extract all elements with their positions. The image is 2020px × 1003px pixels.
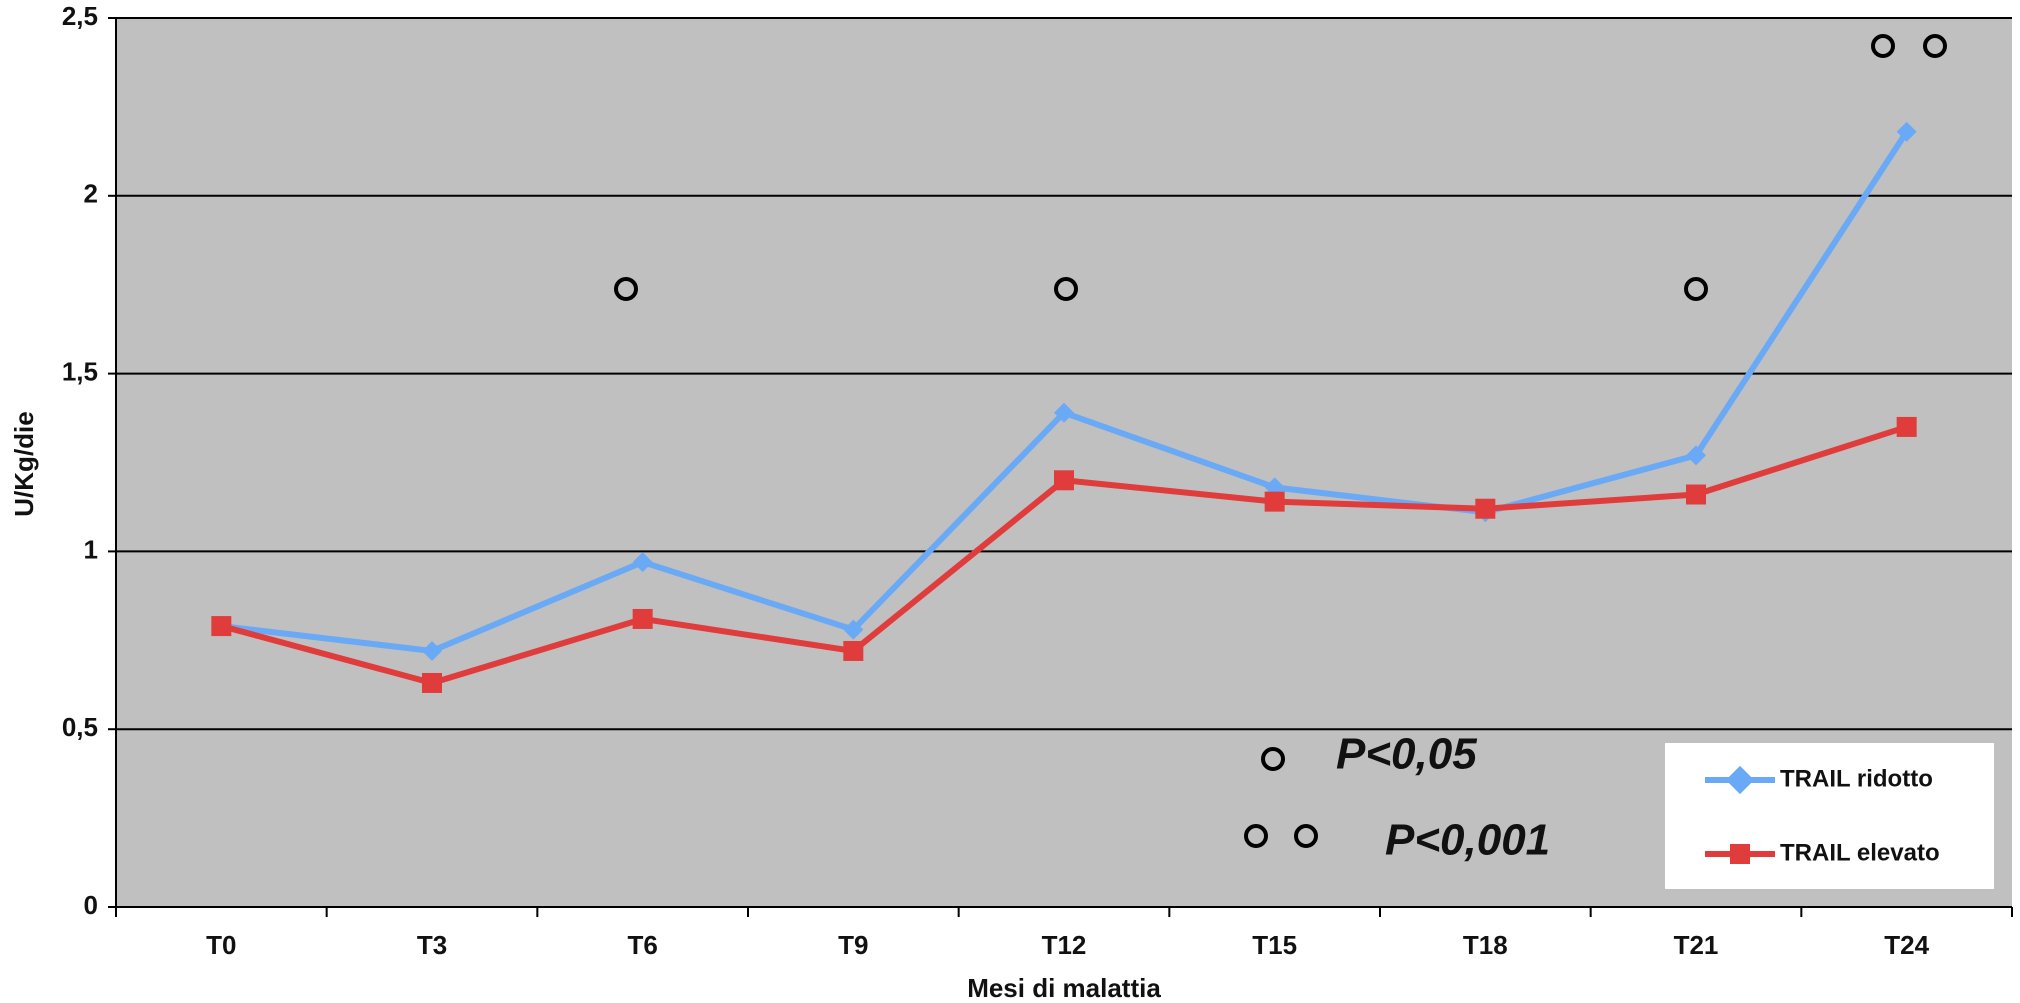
point — [1054, 470, 1074, 490]
x-tick-label: T24 — [1884, 930, 1929, 960]
x-axis-title: Mesi di malattia — [967, 973, 1161, 1003]
y-tick-label: 2 — [84, 179, 98, 209]
annotation: P<0,001 — [1385, 816, 1550, 865]
point — [211, 616, 231, 636]
point — [843, 641, 863, 661]
legend-swatch — [1730, 844, 1750, 864]
legend-label: TRAIL elevato — [1780, 839, 1940, 866]
x-tick-label: T18 — [1463, 930, 1508, 960]
point — [1686, 485, 1706, 505]
point — [633, 609, 653, 629]
y-axis-title: U/Kg/die — [9, 411, 39, 516]
y-tick-label: 2,5 — [62, 1, 98, 31]
point — [1475, 499, 1495, 519]
x-tick-label: T15 — [1252, 930, 1297, 960]
y-tick-label: 0 — [84, 890, 98, 920]
chart: Mesi di malattia U/Kg/die P<0,05 P<0,001… — [0, 0, 2020, 1003]
x-tick-label: T9 — [838, 930, 868, 960]
point — [422, 673, 442, 693]
x-tick-label: T0 — [206, 930, 236, 960]
point — [1897, 417, 1917, 437]
legend-label: TRAIL ridotto — [1780, 765, 1933, 792]
annotation: P<0,05 — [1336, 730, 1477, 779]
y-tick-label: 1,5 — [62, 356, 98, 386]
y-tick-label: 0,5 — [62, 712, 98, 742]
x-tick-label: T3 — [417, 930, 447, 960]
x-tick-label: T6 — [627, 930, 657, 960]
x-tick-label: T21 — [1674, 930, 1719, 960]
point — [1265, 492, 1285, 512]
y-tick-label: 1 — [84, 534, 98, 564]
x-tick-label: T12 — [1042, 930, 1087, 960]
